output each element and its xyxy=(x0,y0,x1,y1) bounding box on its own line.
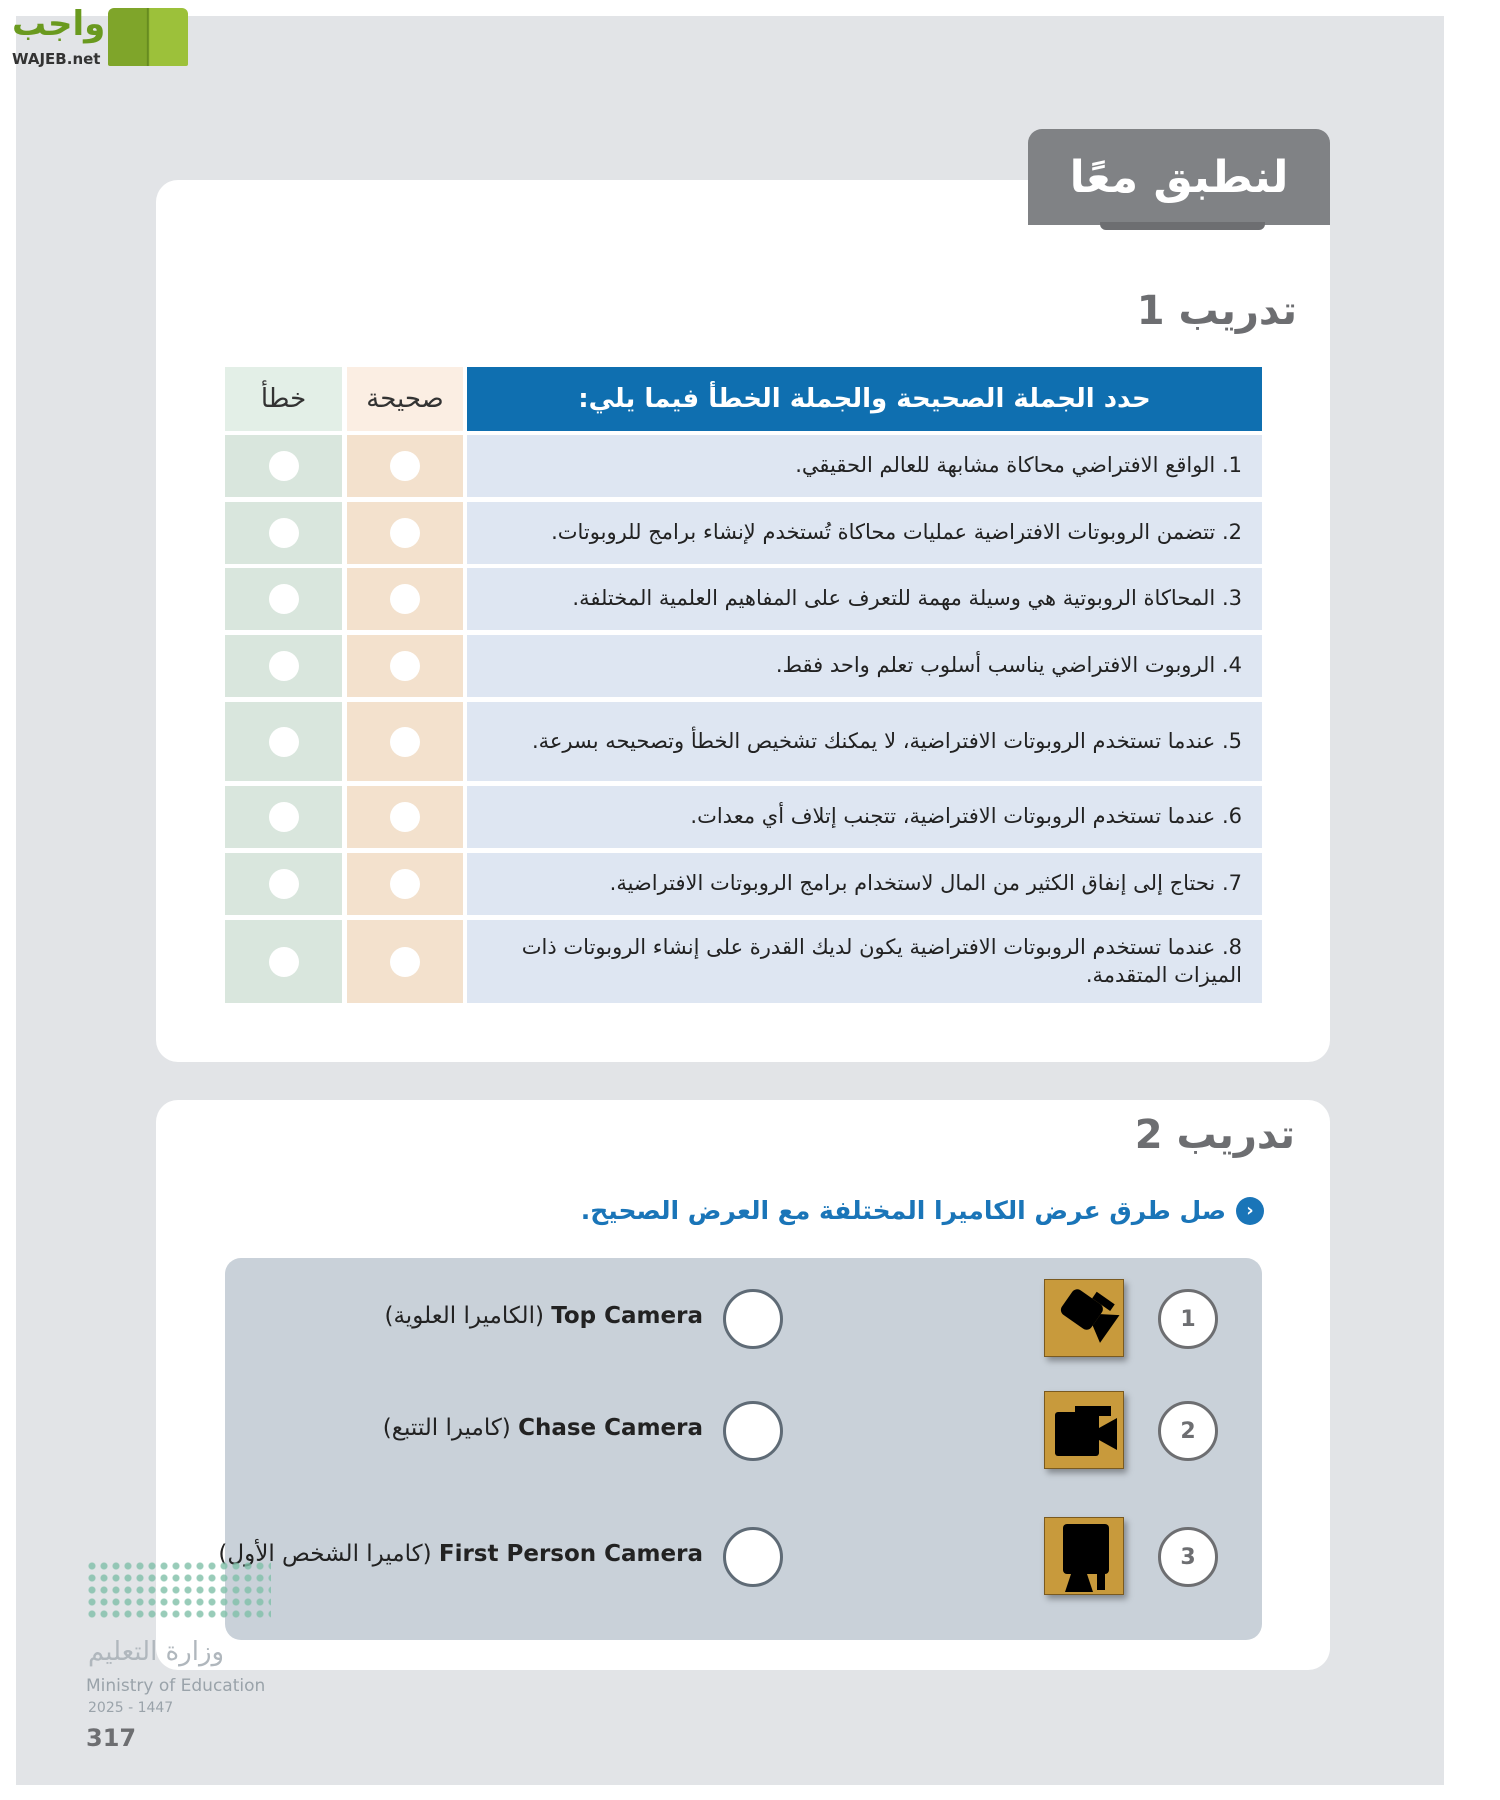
statement-text: 3. المحاكاة الروبوتية هي وسيلة مهمة للتع… xyxy=(572,586,1242,611)
statement-text: 1. الواقع الافتراضي محاكاة مشابهة للعالم… xyxy=(795,453,1242,478)
number-text: 2 xyxy=(1180,1418,1196,1444)
true-cell xyxy=(347,502,463,564)
option-ar: (الكاميرا العلوية) xyxy=(384,1303,544,1329)
true-cell xyxy=(347,920,463,1003)
ministry-en: Ministry of Education xyxy=(86,1676,266,1696)
false-radio[interactable] xyxy=(268,869,299,899)
true-cell xyxy=(347,786,463,848)
false-radio[interactable] xyxy=(268,451,299,481)
false-cell xyxy=(225,568,342,630)
false-radio[interactable] xyxy=(268,584,299,614)
number-text: 1 xyxy=(1180,1306,1196,1332)
true-cell xyxy=(347,435,463,497)
true-radio[interactable] xyxy=(390,584,420,614)
statement-text: 7. نحتاج إلى إنفاق الكثير من المال لاستخ… xyxy=(609,871,1242,896)
option-ar: (كاميرا التتبع) xyxy=(382,1415,511,1441)
false-cell xyxy=(225,435,342,497)
ministry-logo xyxy=(86,1560,271,1620)
match-circle[interactable] xyxy=(723,1527,783,1587)
camera-option: Chase Camera (كاميرا التتبع) xyxy=(383,1415,703,1441)
statement-text: 5. عندما تستخدم الروبوتات الافتراضية، لا… xyxy=(531,728,1242,753)
false-radio[interactable] xyxy=(268,651,299,681)
true-cell xyxy=(347,853,463,915)
item-number: 3 xyxy=(1158,1527,1218,1587)
false-radio[interactable] xyxy=(268,518,299,548)
false-cell xyxy=(225,702,342,781)
true-cell xyxy=(347,702,463,781)
true-radio[interactable] xyxy=(390,518,420,548)
true-radio[interactable] xyxy=(390,726,420,757)
option-en: First Person Camera xyxy=(438,1541,703,1567)
option-en: Top Camera xyxy=(551,1303,703,1329)
true-radio[interactable] xyxy=(390,451,420,481)
exercise1-title: تدريب 1 xyxy=(1136,288,1297,334)
col-false-header: خطأ xyxy=(225,367,342,431)
instruction-text: صل طرق عرض الكاميرا المختلفة مع العرض ال… xyxy=(580,1196,1226,1225)
false-cell xyxy=(225,786,342,848)
statement-row: 5. عندما تستخدم الروبوتات الافتراضية، لا… xyxy=(467,702,1262,781)
statement-row: 8. عندما تستخدم الروبوتات الافتراضية يكو… xyxy=(467,920,1262,1003)
statement-text: 2. تتضمن الروبوتات الافتراضية عمليات محا… xyxy=(551,520,1242,545)
first-person-camera-icon xyxy=(1044,1517,1124,1595)
section-title: لنطبق معًا xyxy=(1028,129,1330,225)
true-cell xyxy=(347,568,463,630)
item-number: 1 xyxy=(1158,1289,1218,1349)
camera-option: First Person Camera (كاميرا الشخص الأول) xyxy=(218,1541,703,1567)
statement-text: 6. عندما تستخدم الروبوتات الافتراضية، تت… xyxy=(690,804,1242,829)
number-text: 3 xyxy=(1180,1544,1196,1570)
false-radio[interactable] xyxy=(268,726,299,757)
statement-row: 7. نحتاج إلى إنفاق الكثير من المال لاستخ… xyxy=(467,853,1262,915)
false-radio[interactable] xyxy=(268,946,299,977)
true-radio[interactable] xyxy=(390,651,420,681)
book-icon xyxy=(108,8,188,66)
logo-sub: WAJEB.net xyxy=(12,50,101,68)
false-cell xyxy=(225,853,342,915)
title-underline xyxy=(1100,222,1265,230)
table-header: حدد الجملة الصحيحة والجملة الخطأ فيما يل… xyxy=(467,367,1262,431)
wajeb-logo: واجب WAJEB.net xyxy=(8,4,188,74)
exercise2-title: تدريب 2 xyxy=(1134,1112,1295,1158)
statement-row: 3. المحاكاة الروبوتية هي وسيلة مهمة للتع… xyxy=(467,568,1262,630)
statement-text: 8. عندما تستخدم الروبوتات الافتراضية يكو… xyxy=(521,935,1242,987)
match-circle[interactable] xyxy=(723,1401,783,1461)
col-true-header: صحيحة xyxy=(347,367,463,431)
false-radio[interactable] xyxy=(268,802,299,832)
logo-text: واجب xyxy=(12,4,106,44)
ministry-ar: وزارة التعليم xyxy=(88,1637,225,1667)
true-radio[interactable] xyxy=(390,946,420,977)
true-radio[interactable] xyxy=(390,869,420,899)
statement-row: 6. عندما تستخدم الروبوتات الافتراضية، تت… xyxy=(467,786,1262,848)
false-cell xyxy=(225,920,342,1003)
instruction: ‹ صل طرق عرض الكاميرا المختلفة مع العرض … xyxy=(581,1196,1264,1225)
option-en: Chase Camera xyxy=(518,1415,703,1441)
year: 2025 - 1447 xyxy=(88,1700,174,1716)
false-cell xyxy=(225,635,342,697)
item-number: 2 xyxy=(1158,1401,1218,1461)
statement-row: 2. تتضمن الروبوتات الافتراضية عمليات محا… xyxy=(467,502,1262,564)
top-camera-icon xyxy=(1044,1279,1124,1357)
false-cell xyxy=(225,502,342,564)
chevron-left-icon: ‹ xyxy=(1236,1196,1264,1225)
true-cell xyxy=(347,635,463,697)
camera-option: Top Camera (الكاميرا العلوية) xyxy=(385,1303,704,1329)
true-radio[interactable] xyxy=(390,802,420,832)
statement-row: 4. الروبوت الافتراضي يناسب أسلوب تعلم وا… xyxy=(467,635,1262,697)
chase-camera-icon xyxy=(1044,1391,1124,1469)
statement-text: 4. الروبوت الافتراضي يناسب أسلوب تعلم وا… xyxy=(775,653,1242,678)
match-circle[interactable] xyxy=(723,1289,783,1349)
page-number: 317 xyxy=(86,1724,137,1752)
statement-row: 1. الواقع الافتراضي محاكاة مشابهة للعالم… xyxy=(467,435,1262,497)
